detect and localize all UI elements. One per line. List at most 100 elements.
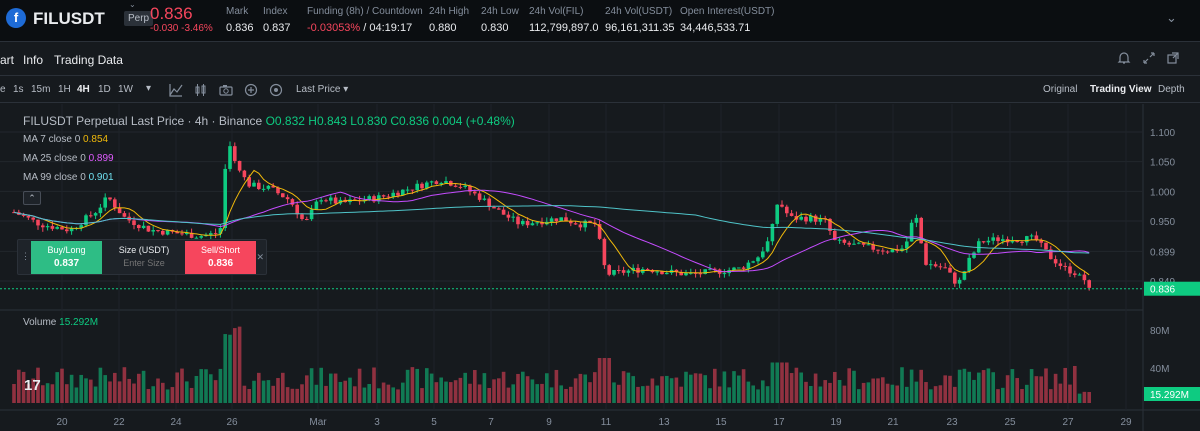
- price-tick-label: 1.100: [1150, 128, 1175, 139]
- candle-body: [50, 226, 55, 229]
- volume-bar: [276, 378, 280, 403]
- view-original[interactable]: Original: [1043, 84, 1078, 95]
- sell-label: Sell/Short: [200, 245, 241, 255]
- candle-body: [698, 273, 703, 275]
- tab-trading-data[interactable]: Trading Data: [54, 53, 123, 67]
- volume-bar: [242, 385, 247, 403]
- stat-index[interactable]: Index 0.837: [263, 6, 291, 34]
- volume-bar: [511, 384, 515, 403]
- candle-body: [1044, 242, 1048, 250]
- ma-label: MA 7 close 0: [23, 134, 81, 145]
- stat-value: 0.830: [481, 22, 509, 34]
- candle-body: [569, 221, 573, 224]
- add-icon[interactable]: [244, 83, 258, 97]
- time-tick-label: 20: [56, 417, 68, 428]
- drag-handle-icon[interactable]: ⋮: [21, 251, 30, 261]
- candle-body: [789, 213, 794, 216]
- popout-icon[interactable]: [1166, 51, 1180, 65]
- price-type-label: Last Price: [296, 84, 341, 95]
- volume-bar: [449, 382, 453, 403]
- ma99-legend[interactable]: MA 99 close 0 0.901: [23, 172, 114, 183]
- volume-bar: [794, 367, 799, 403]
- interval-15m[interactable]: 15m: [31, 84, 51, 95]
- interval-dropdown-icon[interactable]: ▾: [146, 83, 152, 94]
- time-tick-label: 23: [946, 417, 958, 428]
- candle-body: [866, 244, 871, 246]
- volume-bar: [204, 369, 208, 403]
- camera-icon[interactable]: [219, 83, 233, 97]
- stat-funding[interactable]: Funding (8h) / Countdown -0.03053% / 04:…: [307, 6, 423, 34]
- interval-1d[interactable]: 1D: [98, 84, 111, 95]
- bell-icon[interactable]: [1117, 51, 1131, 65]
- tab-chart[interactable]: art: [0, 53, 15, 67]
- volume-bar: [1034, 376, 1039, 403]
- volume-bar: [977, 372, 981, 403]
- price-type-select[interactable]: Last Price ▾: [296, 84, 348, 95]
- volume-bar: [890, 384, 895, 403]
- volume-bar: [324, 385, 328, 403]
- volume-bars: [12, 326, 1091, 403]
- interval-1h[interactable]: 1H: [58, 84, 71, 95]
- symbol-name[interactable]: FILUSDT: [33, 9, 105, 28]
- view-trading-view[interactable]: Trading View: [1090, 84, 1152, 95]
- candle-body: [890, 249, 895, 253]
- volume-bar: [429, 373, 434, 403]
- volume-bar: [458, 377, 463, 403]
- expand-icon[interactable]: [1142, 51, 1156, 65]
- volume-bar: [362, 387, 367, 403]
- volume-bar: [631, 376, 635, 403]
- candle-body: [506, 214, 511, 218]
- stat-mark[interactable]: Mark 0.836: [226, 6, 254, 34]
- interval-time[interactable]: e: [0, 84, 6, 95]
- sell-short-button[interactable]: Sell/Short 0.836: [185, 241, 256, 274]
- volume-bar: [1077, 393, 1082, 403]
- interval-1s[interactable]: 1s: [13, 84, 24, 95]
- indicator-icon[interactable]: [169, 83, 183, 97]
- stat-value: 34,446,533.71: [680, 22, 751, 34]
- buy-long-button[interactable]: Buy/Long 0.837: [31, 241, 102, 274]
- candle-body: [1034, 235, 1039, 241]
- close-icon[interactable]: ✕: [256, 252, 264, 262]
- volume-bar: [895, 385, 899, 403]
- perp-badge: Perp: [124, 11, 154, 26]
- chevron-down-icon[interactable]: ⌄: [1166, 10, 1177, 25]
- ma7-legend[interactable]: MA 7 close 0 0.854: [23, 134, 108, 145]
- volume-bar: [530, 379, 535, 403]
- candle-body: [900, 248, 904, 251]
- chevron-down-icon[interactable]: ⌄: [129, 0, 136, 9]
- candle-body: [213, 233, 218, 235]
- volume-bar: [26, 384, 31, 403]
- volume-bar: [962, 368, 967, 403]
- candle-body: [564, 217, 568, 222]
- price-tick-label: 0.899: [1150, 247, 1175, 258]
- volume-tick-label: 80M: [1150, 326, 1169, 337]
- volume-bar: [559, 385, 563, 403]
- candle-body: [487, 198, 491, 207]
- volume-bar: [785, 362, 789, 403]
- volume-bar: [463, 372, 467, 403]
- volume-bar: [137, 373, 141, 403]
- stat-open-interest[interactable]: Open Interest(USDT) 34,446,533.71: [680, 6, 774, 34]
- interval-1w[interactable]: 1W: [118, 84, 133, 95]
- volume-bar: [1010, 369, 1015, 403]
- tab-info[interactable]: Info: [23, 53, 44, 67]
- stat-value: 0.837: [263, 22, 291, 34]
- interval-4h[interactable]: 4H: [77, 84, 90, 95]
- candle-body: [290, 199, 295, 205]
- size-input[interactable]: [109, 258, 179, 268]
- collapse-legend-button[interactable]: ⌃: [23, 191, 41, 205]
- candle-body: [914, 217, 919, 223]
- candle-style-icon[interactable]: [194, 83, 208, 97]
- candle-body: [549, 218, 554, 222]
- candle-body: [65, 229, 69, 232]
- ma25-legend[interactable]: MA 25 close 0 0.899: [23, 153, 114, 164]
- candle-body: [247, 177, 251, 187]
- candle-body: [1063, 265, 1067, 267]
- volume-bar: [1039, 376, 1043, 403]
- volume-bar: [381, 382, 386, 403]
- volume-bar: [948, 375, 952, 403]
- volume-bar: [300, 384, 304, 403]
- size-label: Size (USDT): [118, 245, 170, 255]
- view-depth[interactable]: Depth: [1158, 84, 1185, 95]
- price-line-icon[interactable]: [269, 83, 283, 97]
